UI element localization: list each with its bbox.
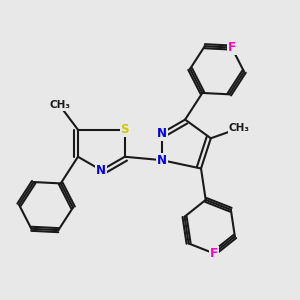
Text: N: N [96, 164, 106, 177]
Text: S: S [121, 123, 129, 136]
Text: F: F [228, 41, 236, 54]
Text: CH₃: CH₃ [49, 100, 70, 110]
Text: N: N [157, 127, 167, 140]
Text: N: N [157, 154, 167, 166]
Text: CH₃: CH₃ [229, 123, 250, 133]
Text: F: F [210, 247, 218, 260]
